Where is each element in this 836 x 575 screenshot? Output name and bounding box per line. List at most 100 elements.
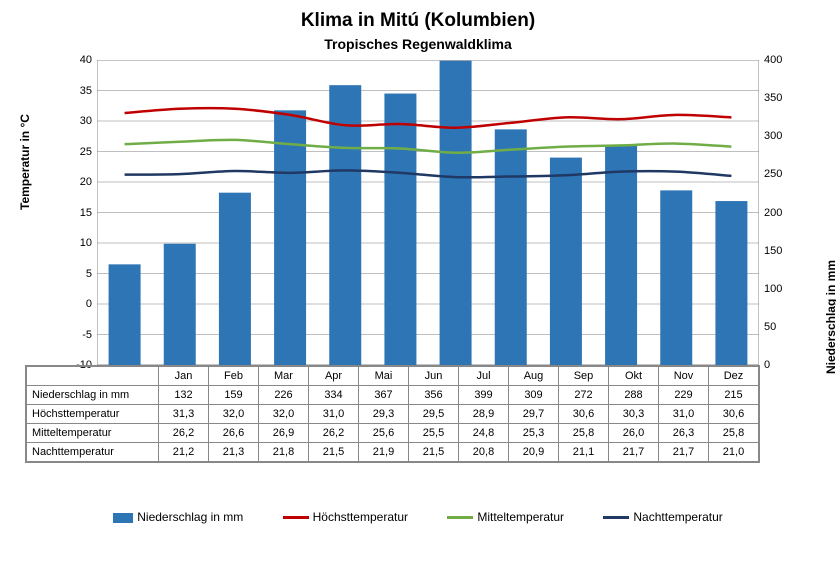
data-table: JanFebMarAprMaiJunJulAugSepOktNovDezNied… <box>26 366 759 462</box>
table-cell: 21,8 <box>259 443 309 462</box>
table-cell: 29,3 <box>359 405 409 424</box>
legend-mean: Mitteltemperatur <box>447 510 564 524</box>
legend-bar: Niederschlag in mm <box>113 510 243 524</box>
line-swatch-low-icon <box>603 516 629 519</box>
month-header: Sep <box>559 367 609 386</box>
table-cell: 356 <box>409 386 459 405</box>
table-cell: 24,8 <box>459 424 509 443</box>
table-cell: 132 <box>159 386 209 405</box>
ytick-right: 350 <box>764 92 794 104</box>
table-row: Niederschlag in mm1321592263343673563993… <box>27 386 759 405</box>
bar-swatch-icon <box>113 513 133 523</box>
table-cell: 30,6 <box>559 405 609 424</box>
table-cell: 226 <box>259 386 309 405</box>
table-cell: 21,9 <box>359 443 409 462</box>
legend-low: Nachttemperatur <box>603 510 722 524</box>
ytick-left: 10 <box>62 237 92 249</box>
ytick-right: 250 <box>764 168 794 180</box>
row-label: Höchsttemperatur <box>27 405 159 424</box>
y-axis-right-label: Niederschlag in mm <box>824 260 836 374</box>
line-swatch-high-icon <box>283 516 309 519</box>
ytick-left: 30 <box>62 115 92 127</box>
ytick-right: 200 <box>764 207 794 219</box>
chart-svg <box>97 60 759 365</box>
month-header: Jul <box>459 367 509 386</box>
table-cell: 21,0 <box>709 443 759 462</box>
table-cell: 32,0 <box>209 405 259 424</box>
table-cell: 30,6 <box>709 405 759 424</box>
table-cell: 21,7 <box>659 443 709 462</box>
legend-high: Höchsttemperatur <box>283 510 408 524</box>
table-cell: 21,5 <box>409 443 459 462</box>
table-cell: 309 <box>509 386 559 405</box>
table-cell: 21,2 <box>159 443 209 462</box>
table-cell: 20,9 <box>509 443 559 462</box>
table-cell: 26,6 <box>209 424 259 443</box>
ytick-right: 150 <box>764 245 794 257</box>
row-label: Nachttemperatur <box>27 443 159 462</box>
plot-area <box>97 60 759 365</box>
table-row: Mitteltemperatur26,226,626,926,225,625,5… <box>27 424 759 443</box>
month-header: Aug <box>509 367 559 386</box>
y-axis-left-label: Temperatur in °C <box>18 114 32 210</box>
table-row: Nachttemperatur21,221,321,821,521,921,52… <box>27 443 759 462</box>
table-cell: 215 <box>709 386 759 405</box>
table-cell: 21,3 <box>209 443 259 462</box>
table-cell: 334 <box>309 386 359 405</box>
table-cell: 21,7 <box>609 443 659 462</box>
ytick-left: 0 <box>62 298 92 310</box>
table-cell: 21,1 <box>559 443 609 462</box>
table-cell: 26,2 <box>309 424 359 443</box>
table-cell: 25,5 <box>409 424 459 443</box>
table-cell: 29,7 <box>509 405 559 424</box>
table-cell: 32,0 <box>259 405 309 424</box>
table-cell: 31,0 <box>309 405 359 424</box>
chart-subtitle: Tropisches Regenwaldklima <box>0 36 836 52</box>
data-table-wrap: JanFebMarAprMaiJunJulAugSepOktNovDezNied… <box>25 365 760 463</box>
table-cell: 229 <box>659 386 709 405</box>
month-header: Okt <box>609 367 659 386</box>
table-cell: 25,6 <box>359 424 409 443</box>
line-swatch-mean-icon <box>447 516 473 519</box>
month-header: Jun <box>409 367 459 386</box>
table-cell: 26,3 <box>659 424 709 443</box>
chart-title: Klima in Mitú (Kolumbien) <box>0 10 836 32</box>
row-label: Niederschlag in mm <box>27 386 159 405</box>
month-header: Jan <box>159 367 209 386</box>
ytick-left: -5 <box>62 329 92 341</box>
table-corner <box>27 367 159 386</box>
ytick-left: 20 <box>62 176 92 188</box>
table-cell: 21,5 <box>309 443 359 462</box>
table-cell: 31,0 <box>659 405 709 424</box>
ytick-left: 35 <box>62 85 92 97</box>
table-cell: 399 <box>459 386 509 405</box>
table-cell: 25,3 <box>509 424 559 443</box>
table-header-row: JanFebMarAprMaiJunJulAugSepOktNovDez <box>27 367 759 386</box>
ytick-left: 5 <box>62 268 92 280</box>
table-cell: 159 <box>209 386 259 405</box>
legend: Niederschlag in mm Höchsttemperatur Mitt… <box>0 510 836 524</box>
climate-chart-container: Klima in Mitú (Kolumbien) Tropisches Reg… <box>0 0 836 575</box>
ytick-left: 40 <box>62 54 92 66</box>
table-cell: 26,0 <box>609 424 659 443</box>
row-label: Mitteltemperatur <box>27 424 159 443</box>
table-cell: 26,9 <box>259 424 309 443</box>
month-header: Mai <box>359 367 409 386</box>
table-cell: 20,8 <box>459 443 509 462</box>
table-cell: 367 <box>359 386 409 405</box>
ytick-right: 50 <box>764 321 794 333</box>
month-header: Dez <box>709 367 759 386</box>
month-header: Nov <box>659 367 709 386</box>
month-header: Feb <box>209 367 259 386</box>
table-cell: 26,2 <box>159 424 209 443</box>
ytick-right: 400 <box>764 54 794 66</box>
ytick-right: 300 <box>764 130 794 142</box>
table-cell: 288 <box>609 386 659 405</box>
table-cell: 30,3 <box>609 405 659 424</box>
table-row: Höchsttemperatur31,332,032,031,029,329,5… <box>27 405 759 424</box>
ytick-right: 100 <box>764 283 794 295</box>
ytick-right: 0 <box>764 359 794 371</box>
table-cell: 31,3 <box>159 405 209 424</box>
ytick-left: 25 <box>62 146 92 158</box>
table-cell: 29,5 <box>409 405 459 424</box>
